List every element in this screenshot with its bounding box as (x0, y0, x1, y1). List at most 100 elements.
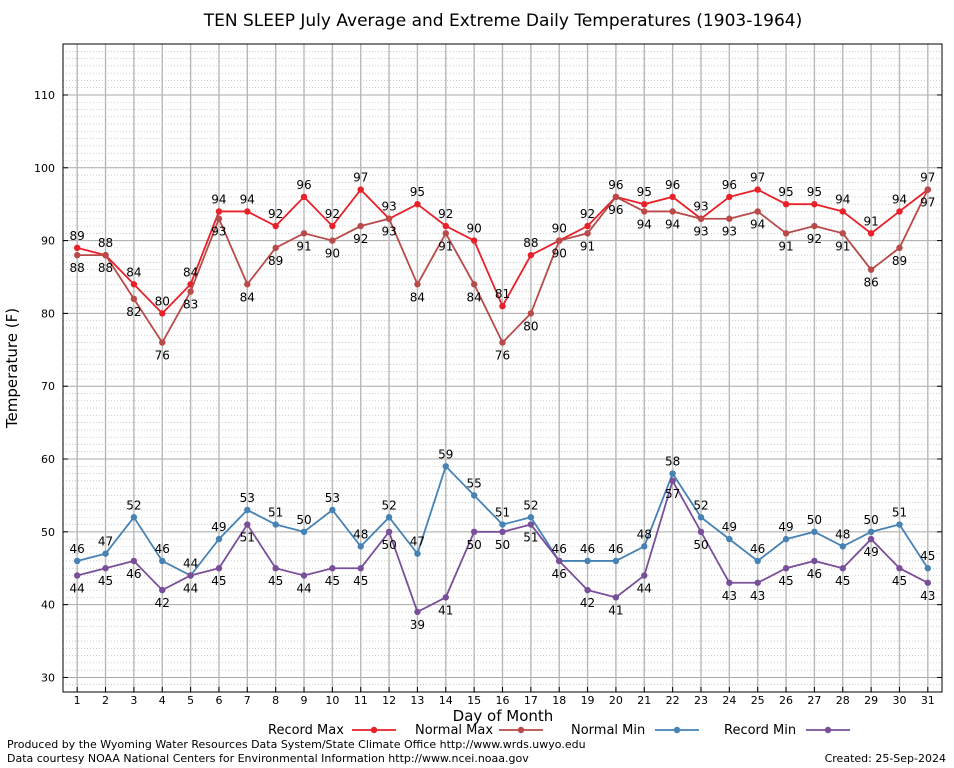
x-tick-label: 6 (215, 694, 222, 707)
record-max-point (357, 186, 364, 193)
record-min-value-label: 49 (863, 545, 878, 559)
record-max-point (896, 208, 903, 215)
x-tick-label: 10 (325, 694, 339, 707)
record-max-point (272, 222, 279, 230)
record-min-point (499, 528, 506, 536)
record-max-value-label: 94 (211, 192, 226, 206)
y-tick-label: 60 (41, 453, 55, 466)
normal-max-value-label: 94 (637, 217, 652, 231)
record-min-point (73, 572, 81, 579)
record-min-value-label: 45 (211, 574, 226, 588)
normal-max-point (499, 339, 506, 346)
y-tick-label: 30 (41, 671, 55, 684)
normal-min-point (499, 521, 506, 528)
normal-max-point (187, 288, 194, 295)
record-min-value-label: 50 (693, 538, 708, 552)
normal-max-value-label: 84 (467, 290, 482, 304)
record-min-point (782, 565, 790, 572)
normal-max-point (272, 244, 279, 252)
record-min-value-label: 43 (722, 589, 737, 603)
record-max-value-label: 93 (693, 200, 708, 214)
x-tick-label: 5 (187, 694, 194, 707)
record-min-point (329, 565, 336, 572)
x-tick-label: 19 (581, 694, 595, 707)
normal-min-value-label: 48 (637, 527, 652, 541)
normal-min-point (527, 514, 535, 521)
record-max-value-label: 94 (240, 192, 255, 206)
normal-max-value-label: 76 (155, 349, 170, 363)
record-min-value-label: 50 (467, 538, 482, 552)
record-max-value-label: 96 (608, 178, 623, 192)
normal-min-value-label: 45 (920, 549, 935, 563)
record-min-value-label: 45 (268, 574, 283, 588)
record-max-point (73, 244, 81, 252)
record-max-point (527, 251, 535, 259)
data-labels: 89 88 84 80 84 94 94 92 96 92 97 93 95 92 90 81 88 90 92 96… (70, 171, 936, 632)
x-tick-label: 15 (467, 694, 481, 707)
normal-max-value-label: 76 (495, 349, 510, 363)
normal-min-value-label: 50 (296, 513, 311, 527)
normal-max-value-label: 91 (438, 239, 453, 253)
record-min-value-label: 45 (778, 574, 793, 588)
record-min-value-label: 45 (98, 574, 113, 588)
normal-min-value-label: 55 (467, 476, 482, 490)
record-max-value-label: 97 (353, 171, 368, 185)
record-min-value-label: 45 (835, 574, 850, 588)
y-tick-label: 50 (41, 526, 55, 539)
record-max-point (584, 222, 591, 230)
x-tick-label: 17 (524, 694, 538, 707)
y-tick-label: 100 (34, 162, 55, 175)
normal-min-value-label: 52 (381, 498, 396, 512)
normal-min-value-label: 46 (750, 542, 765, 556)
normal-min-point (102, 550, 109, 557)
normal-min-point (329, 506, 336, 514)
normal-min-point (442, 463, 449, 470)
normal-min-value-label: 48 (353, 527, 368, 541)
record-min-point (130, 557, 138, 565)
record-max-point (754, 186, 761, 193)
normal-max-point (470, 281, 478, 288)
normal-max-point (357, 222, 364, 230)
normal-max-value-label: 84 (240, 290, 255, 304)
record-max-value-label: 95 (410, 185, 425, 199)
footer-producer: Produced by the Wyoming Water Resources … (7, 738, 586, 751)
normal-max-point (244, 281, 251, 288)
record-max-point (159, 310, 166, 317)
record-max-value-label: 91 (863, 214, 878, 228)
record-max-value-label: 94 (835, 192, 850, 206)
x-tick-label: 13 (410, 694, 424, 707)
x-axis-label: Day of Month (453, 707, 554, 725)
normal-min-value-label: 46 (552, 542, 567, 556)
record-max-value-label: 96 (296, 178, 311, 192)
normal-min-value-label: 44 (183, 557, 198, 571)
record-max-value-label: 96 (665, 178, 680, 192)
record-max-point (470, 237, 478, 244)
record-min-point (556, 557, 563, 565)
normal-max-point (527, 310, 535, 317)
x-tick-label: 29 (864, 694, 878, 707)
record-min-point (697, 528, 705, 536)
normal-min-value-label: 49 (778, 520, 793, 534)
normal-min-point (130, 514, 138, 521)
legend-label-normal-max: Normal Max (415, 723, 493, 738)
normal-max-point (442, 230, 449, 237)
normal-max-value-label: 82 (126, 305, 141, 319)
normal-min-point (811, 528, 818, 536)
normal-max-value-label: 94 (750, 217, 765, 231)
normal-min-point (73, 557, 81, 565)
normal-max-value-label: 93 (381, 225, 396, 239)
record-max-point (442, 222, 449, 230)
normal-min-value-label: 49 (211, 520, 226, 534)
normal-min-value-label: 59 (438, 447, 453, 461)
normal-max-point (896, 244, 903, 252)
normal-max-point (612, 193, 620, 201)
record-max-value-label: 84 (183, 265, 198, 279)
record-max-value-label: 92 (268, 207, 283, 221)
normal-min-value-label: 47 (98, 535, 113, 549)
normal-min-point (726, 535, 733, 543)
x-tick-label: 28 (836, 694, 850, 707)
footer-data-source: Data courtesy NOAA National Centers for … (7, 752, 529, 765)
normal-min-value-label: 46 (70, 542, 85, 556)
legend: Record Max Normal Max Normal Min Record Min (268, 723, 850, 738)
